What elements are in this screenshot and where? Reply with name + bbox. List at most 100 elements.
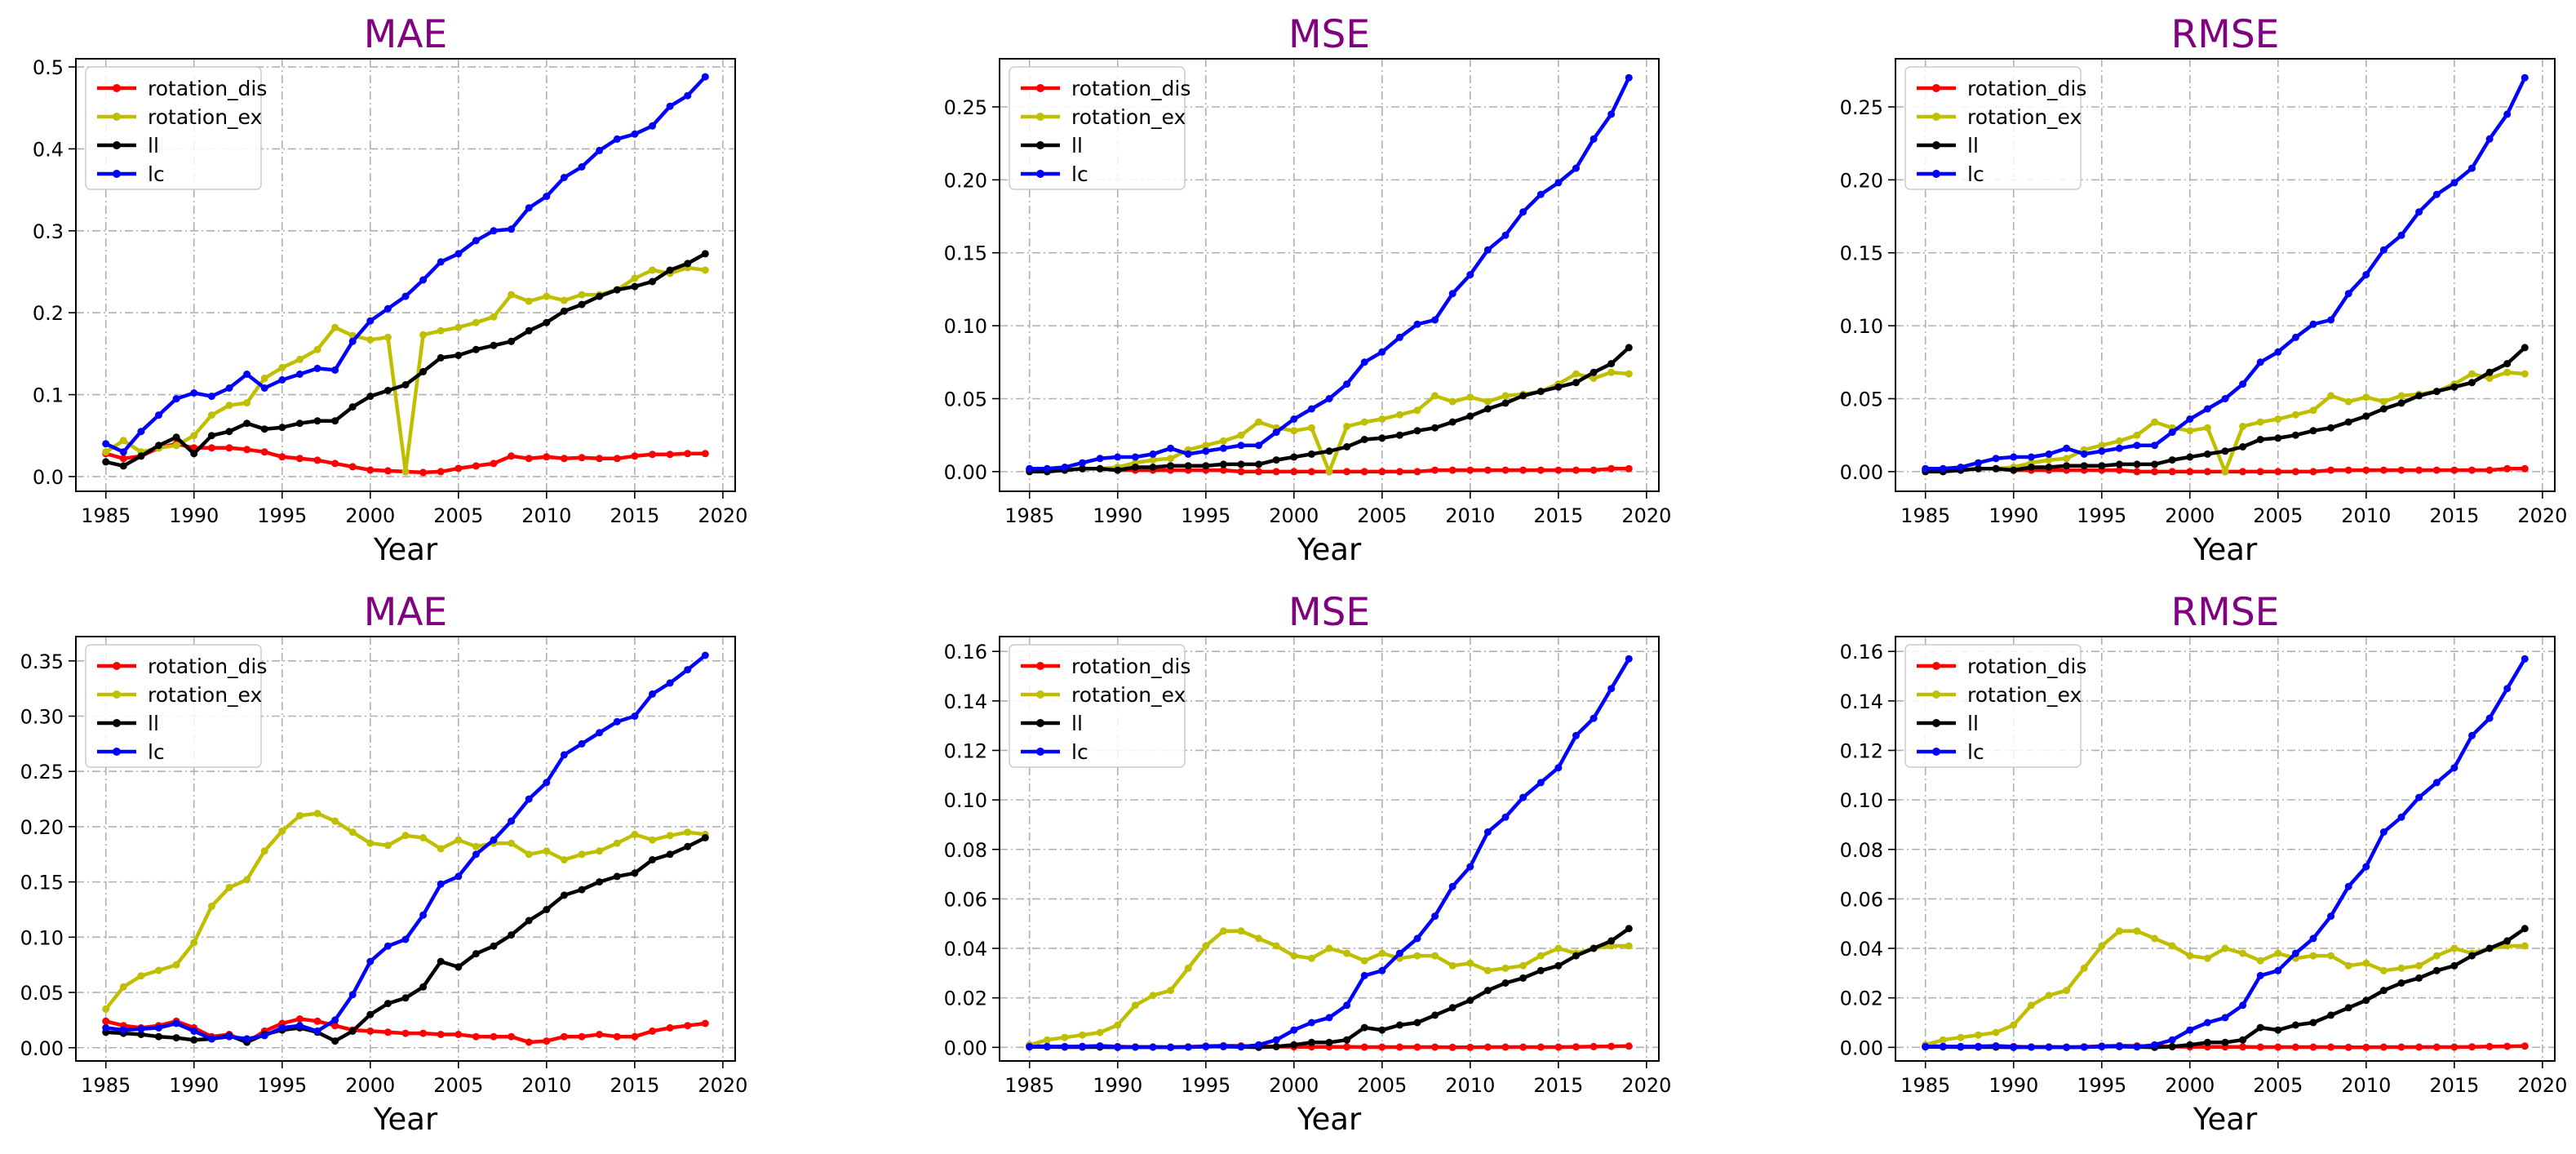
data-point-rotation_ex bbox=[1448, 961, 1456, 970]
y-tick-label: 0.12 bbox=[1840, 739, 1883, 762]
legend-label-lc: lc bbox=[1071, 162, 1088, 186]
data-point-lc bbox=[2362, 863, 2370, 871]
x-tick-label: 2015 bbox=[2429, 504, 2479, 527]
series-ll bbox=[1922, 344, 2529, 476]
data-point-rotation_ex bbox=[2379, 966, 2388, 974]
data-point-rotation_ex bbox=[1448, 397, 1456, 406]
data-point-rotation_dis bbox=[313, 456, 321, 464]
data-point-rotation_dis bbox=[1572, 466, 1580, 474]
data-point-ll bbox=[2274, 1026, 2282, 1034]
data-point-lc bbox=[543, 779, 551, 787]
data-point-rotation_dis bbox=[2203, 468, 2211, 476]
data-point-ll bbox=[1272, 456, 1280, 464]
x-tick-label: 2020 bbox=[698, 504, 747, 527]
series-rotation_ex bbox=[102, 810, 709, 1013]
data-point-lc bbox=[1448, 290, 1456, 298]
data-point-lc bbox=[1536, 190, 1545, 198]
data-point-lc bbox=[1096, 1042, 1104, 1050]
x-tick-label: 2015 bbox=[1533, 1074, 1583, 1097]
data-point-lc bbox=[384, 942, 392, 950]
data-point-lc bbox=[2521, 73, 2529, 82]
data-point-rotation_ex bbox=[313, 810, 321, 818]
data-point-lc bbox=[2186, 1026, 2194, 1034]
data-point-rotation_ex bbox=[1061, 1033, 1069, 1041]
data-point-rotation_ex bbox=[1255, 934, 1263, 943]
data-point-rotation_ex bbox=[1466, 959, 1474, 967]
data-point-lc bbox=[2379, 828, 2388, 836]
data-point-ll bbox=[1625, 344, 1633, 352]
data-point-rotation_ex bbox=[366, 839, 375, 847]
data-point-ll bbox=[2327, 424, 2335, 432]
data-point-rotation_dis bbox=[2344, 1043, 2352, 1051]
data-point-lc bbox=[1202, 447, 1210, 455]
chart-panel-1: 1985 1990 1995 2000 2005 2010 2015 2020 0.0 0.1 0.… bbox=[33, 12, 748, 567]
data-point-lc bbox=[1343, 380, 1351, 388]
data-point-lc bbox=[1939, 464, 1947, 473]
data-point-lc bbox=[1237, 1043, 1245, 1051]
data-point-lc bbox=[155, 1023, 162, 1032]
data-point-rotation_ex bbox=[543, 847, 551, 855]
data-point-rotation_ex bbox=[1343, 949, 1351, 957]
data-point-lc bbox=[1343, 1001, 1351, 1010]
data-point-lc bbox=[1536, 779, 1545, 787]
legend-label-rotation_dis: rotation_dis bbox=[148, 655, 267, 678]
data-point-lc bbox=[2485, 714, 2494, 722]
data-point-ll bbox=[419, 983, 428, 991]
data-point-rotation_ex bbox=[1290, 952, 1298, 960]
data-point-rotation_dis bbox=[1219, 466, 1227, 474]
x-tick-label: 2000 bbox=[1269, 1074, 1319, 1097]
data-point-lc bbox=[1466, 271, 1474, 279]
data-point-rotation_dis bbox=[1360, 1043, 1368, 1051]
data-point-lc bbox=[2045, 450, 2053, 458]
data-point-rotation_ex bbox=[1325, 944, 1333, 952]
legend-label-lc: lc bbox=[1967, 740, 1984, 764]
data-point-ll bbox=[1536, 388, 1545, 396]
chart-title: MSE bbox=[1288, 12, 1370, 57]
data-point-lc bbox=[1957, 1042, 1965, 1050]
data-point-ll bbox=[331, 417, 339, 425]
data-point-lc bbox=[190, 389, 198, 397]
data-point-ll bbox=[2415, 974, 2423, 982]
data-point-rotation_dis bbox=[1395, 468, 1403, 476]
data-point-lc bbox=[2432, 190, 2441, 198]
data-point-lc bbox=[1395, 949, 1403, 957]
data-point-ll bbox=[525, 326, 533, 335]
data-point-ll bbox=[508, 337, 516, 345]
data-point-lc bbox=[2415, 793, 2423, 801]
data-point-rotation_ex bbox=[1167, 987, 1175, 995]
x-tick-label: 1985 bbox=[1004, 1074, 1054, 1097]
data-point-lc bbox=[1114, 1043, 1122, 1051]
data-point-ll bbox=[348, 403, 357, 411]
data-point-ll bbox=[295, 419, 304, 428]
data-point-lc bbox=[2468, 731, 2476, 739]
data-point-rotation_dis bbox=[508, 1032, 516, 1041]
data-point-rotation_ex bbox=[2274, 415, 2282, 423]
data-point-ll bbox=[2010, 466, 2018, 474]
data-point-lc bbox=[225, 1032, 233, 1041]
x-tick-label: 1990 bbox=[169, 1074, 219, 1097]
data-point-lc bbox=[1149, 450, 1157, 458]
x-tick-label: 2010 bbox=[1445, 1074, 1495, 1097]
data-point-ll bbox=[1325, 1038, 1333, 1046]
data-point-ll bbox=[490, 341, 498, 349]
data-point-ll bbox=[1466, 996, 1474, 1005]
data-point-rotation_dis bbox=[331, 459, 339, 468]
data-point-rotation_ex bbox=[2256, 956, 2264, 965]
x-tick-label: 2010 bbox=[2341, 1074, 2391, 1097]
data-point-rotation_ex bbox=[2133, 927, 2141, 935]
data-point-ll bbox=[2221, 447, 2229, 455]
data-point-lc bbox=[1589, 714, 1598, 722]
data-point-lc bbox=[2151, 442, 2159, 450]
data-point-rotation_ex bbox=[2344, 961, 2352, 970]
y-tick-label: 0.25 bbox=[944, 96, 987, 119]
data-point-lc bbox=[260, 1032, 268, 1040]
data-point-rotation_dis bbox=[278, 453, 286, 461]
data-point-lc bbox=[348, 337, 357, 345]
legend-label-ll: ll bbox=[1967, 712, 1979, 735]
data-point-rotation_dis bbox=[243, 446, 251, 454]
data-point-rotation_dis bbox=[701, 1019, 709, 1028]
data-point-rotation_dis bbox=[684, 1022, 692, 1030]
data-point-rotation_dis bbox=[1501, 466, 1510, 474]
legend-box bbox=[1009, 66, 1186, 190]
data-point-lc bbox=[1625, 655, 1633, 663]
